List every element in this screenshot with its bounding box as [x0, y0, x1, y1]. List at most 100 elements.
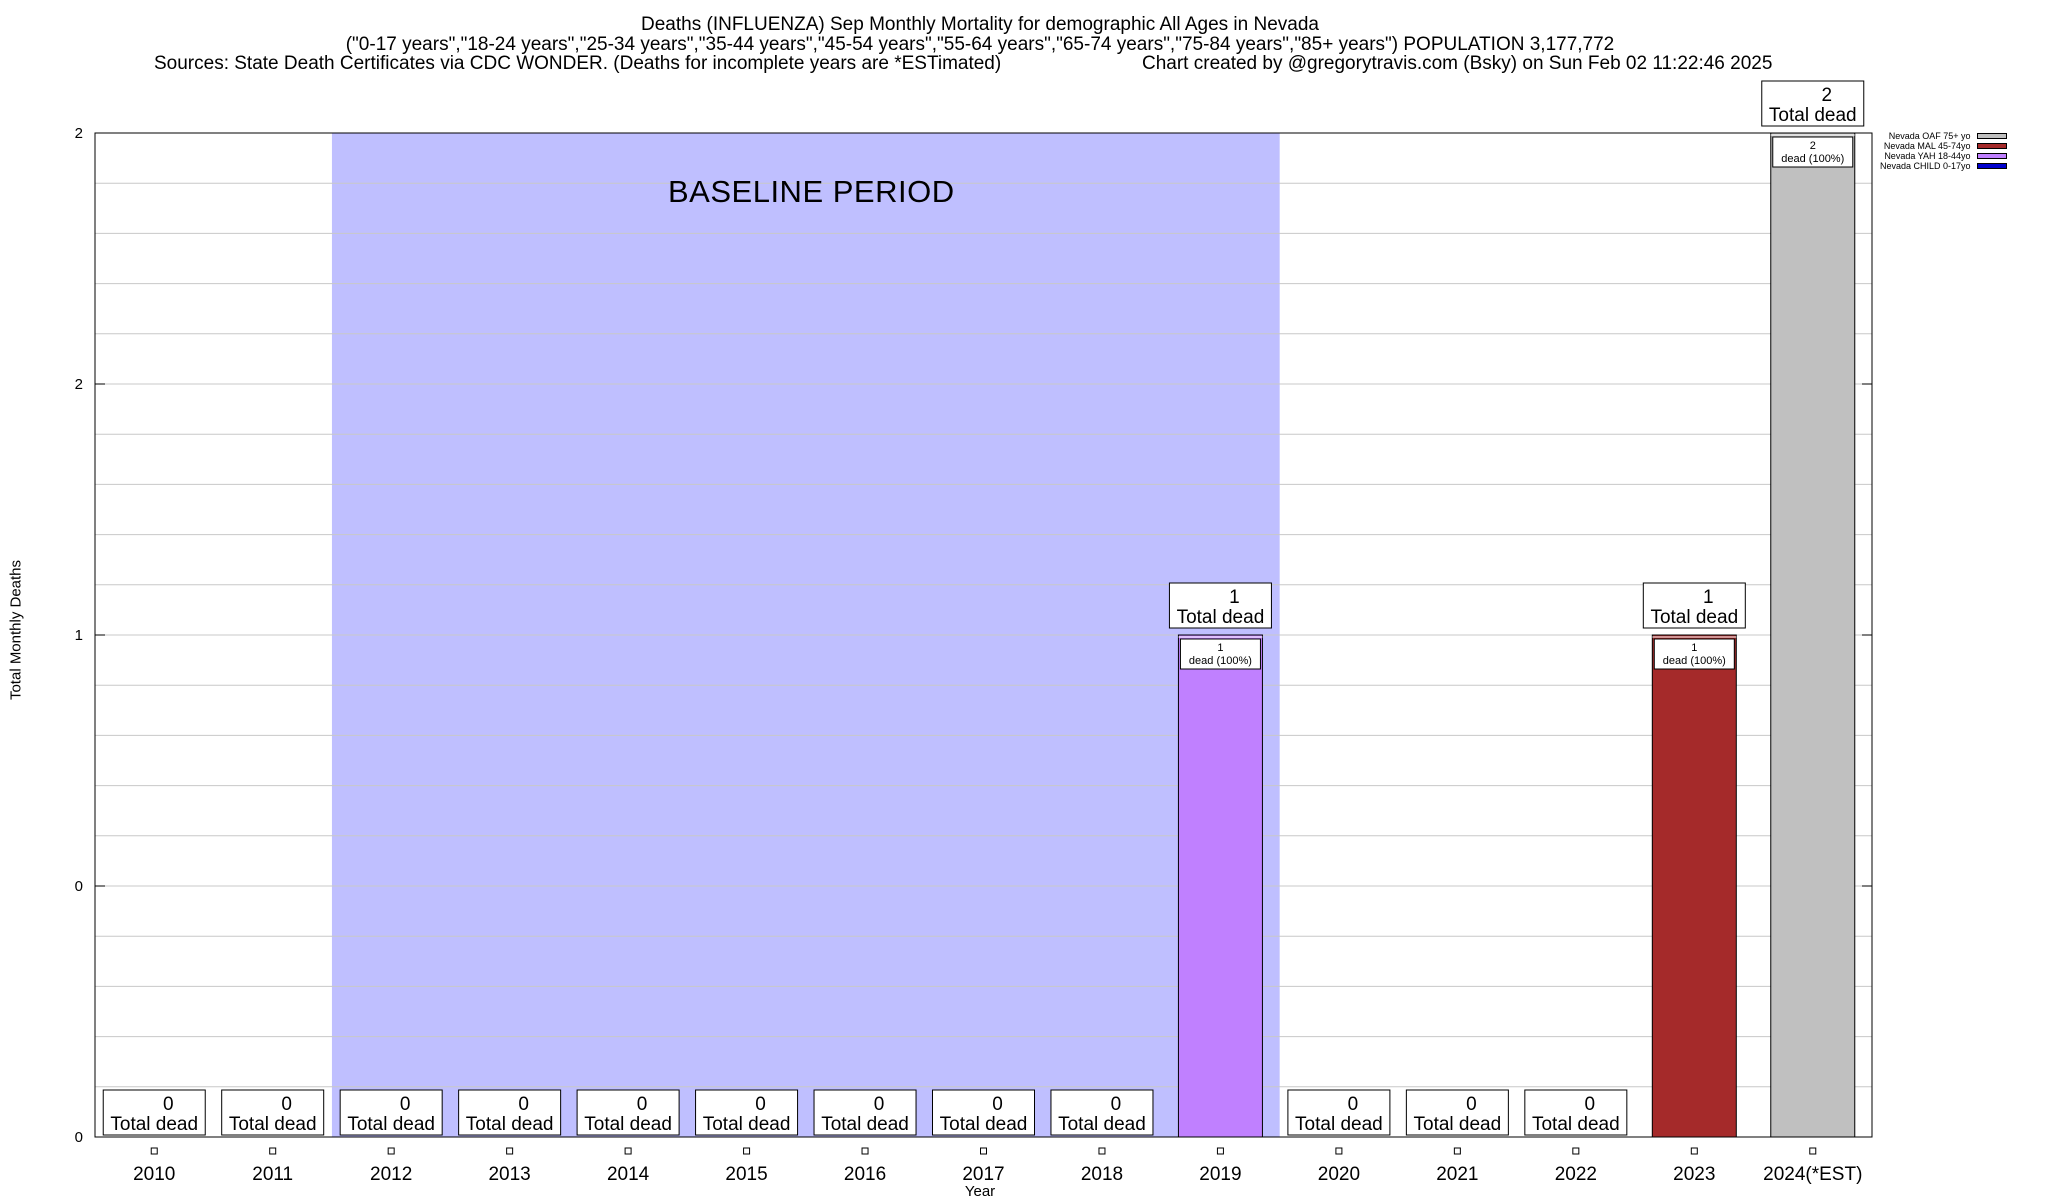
- legend-swatch: [1976, 153, 2007, 159]
- total-text-label: Total dead: [1177, 607, 1265, 628]
- legend: Nevada OAF 75+ yo Nevada MAL 45-74yo Nev…: [1880, 131, 2007, 171]
- x-tick-label: 2024(*EST): [1763, 1164, 1862, 1185]
- segment-value-label: 1: [1691, 642, 1697, 654]
- total-value-label: 0: [1111, 1094, 1122, 1115]
- y-tick-label: 1: [75, 627, 83, 644]
- legend-label: Nevada OAF 75+ yo: [1888, 131, 1971, 141]
- x-tick-marker: [1335, 1147, 1343, 1155]
- x-tick-marker: [1809, 1147, 1817, 1155]
- total-text-label: Total dead: [584, 1114, 672, 1135]
- x-tick-marker: [743, 1147, 751, 1155]
- x-tick-label: 2012: [370, 1164, 412, 1185]
- x-tick-marker: [387, 1147, 395, 1155]
- total-label-box: [1050, 1089, 1154, 1136]
- baseline-period-label: BASELINE PERIOD: [668, 174, 955, 209]
- segment-label-box: [1772, 136, 1854, 168]
- total-value-label: 0: [518, 1094, 529, 1115]
- total-label-box: [458, 1089, 562, 1136]
- total-text-label: Total dead: [110, 1114, 198, 1135]
- total-label-box: [813, 1089, 917, 1136]
- x-tick-marker: [861, 1147, 869, 1155]
- x-tick-marker: [1216, 1147, 1224, 1155]
- total-value-label: 0: [637, 1094, 648, 1115]
- legend-label: Nevada YAH 18-44yo: [1884, 151, 1971, 161]
- plot-frame: [94, 132, 1873, 1138]
- x-tick-marker: [150, 1147, 158, 1155]
- x-tick-marker: [269, 1147, 277, 1155]
- total-label-box: [1168, 582, 1272, 629]
- x-tick-label: 2011: [252, 1164, 293, 1185]
- chart-credit: Chart created by @gregorytravis.com (Bsk…: [1142, 53, 1773, 74]
- bar-segment: [1651, 634, 1737, 1138]
- legend-item: Nevada OAF 75+ yo: [1880, 131, 2007, 141]
- total-label-box: [102, 1089, 206, 1136]
- segment-label-box: [1179, 638, 1261, 670]
- legend-label: Nevada CHILD 0-17yo: [1880, 161, 1971, 171]
- total-text-label: Total dead: [347, 1114, 435, 1135]
- legend-swatch: [1976, 133, 2007, 139]
- legend-swatch: [1976, 143, 2007, 149]
- total-value-label: 1: [1229, 587, 1240, 608]
- total-label-box: [695, 1089, 799, 1136]
- chart-subtitle: ("0-17 years","18-24 years","25-34 years…: [345, 34, 1615, 55]
- y-tick-label: 0: [75, 878, 83, 895]
- total-label-box: [932, 1089, 1035, 1136]
- total-text-label: Total dead: [1295, 1114, 1383, 1135]
- x-tick-label: 2014: [607, 1164, 650, 1185]
- chart-sources: Sources: State Death Certificates via CD…: [154, 53, 1002, 74]
- segment-value-label: 2: [1810, 140, 1816, 152]
- total-text-label: Total dead: [1532, 1114, 1620, 1135]
- total-text-label: Total dead: [703, 1114, 791, 1135]
- total-value-label: 0: [400, 1094, 411, 1115]
- total-value-label: 0: [992, 1094, 1003, 1115]
- x-tick-label: 2015: [725, 1164, 767, 1185]
- x-tick-label: 2017: [962, 1164, 1004, 1185]
- segment-label-box: [1653, 638, 1735, 670]
- x-tick-marker: [624, 1147, 632, 1155]
- segment-percent-label: dead (100%): [1189, 655, 1252, 667]
- total-value-label: 2: [1821, 85, 1832, 106]
- y-tick-label: 2: [75, 125, 83, 142]
- x-tick-label: 2010: [133, 1164, 175, 1185]
- total-value-label: 0: [1466, 1094, 1477, 1115]
- legend-item: Nevada YAH 18-44yo: [1880, 151, 2007, 161]
- x-axis-label: Year: [964, 1183, 996, 1200]
- total-label-box: [1287, 1089, 1391, 1136]
- x-tick-marker: [1572, 1147, 1580, 1155]
- total-text-label: Total dead: [1414, 1114, 1502, 1135]
- x-tick-marker: [980, 1147, 987, 1155]
- x-tick-marker: [1453, 1147, 1461, 1155]
- total-text-label: Total dead: [1650, 607, 1738, 628]
- segment-percent-label: dead (100%): [1781, 153, 1844, 165]
- total-value-label: 0: [874, 1094, 885, 1115]
- x-tick-label: 2016: [844, 1164, 886, 1185]
- legend-item: Nevada CHILD 0-17yo: [1880, 161, 2007, 171]
- x-tick-marker: [506, 1147, 514, 1155]
- total-value-label: 0: [163, 1094, 174, 1115]
- legend-swatch: [1976, 163, 2007, 169]
- bar-segment: [1770, 132, 1856, 1138]
- segment-percent-label: dead (100%): [1663, 655, 1726, 667]
- total-text-label: Total dead: [466, 1114, 554, 1135]
- y-tick-label: 2: [75, 376, 83, 393]
- x-tick-label: 2023: [1673, 1164, 1715, 1185]
- total-text-label: Total dead: [821, 1114, 909, 1135]
- x-tick-label: 2019: [1199, 1164, 1241, 1185]
- x-tick-label: 2018: [1081, 1164, 1123, 1185]
- total-label-box: [221, 1089, 325, 1136]
- x-tick-marker: [1690, 1147, 1698, 1155]
- chart-title: Deaths (INFLUENZA) Sep Monthly Mortality…: [641, 14, 1319, 35]
- total-label-box: [1524, 1089, 1628, 1136]
- total-text-label: Total dead: [1058, 1114, 1146, 1135]
- x-tick-label: 2020: [1318, 1164, 1360, 1185]
- total-label-box: [1405, 1089, 1509, 1136]
- total-value-label: 0: [1348, 1094, 1359, 1115]
- legend-item: Nevada MAL 45-74yo: [1880, 141, 2007, 151]
- total-value-label: 1: [1703, 587, 1714, 608]
- total-label-box: [576, 1089, 680, 1136]
- total-label-box: [339, 1089, 443, 1136]
- x-tick-label: 2021: [1436, 1164, 1478, 1185]
- x-tick-marker: [1098, 1147, 1106, 1155]
- segment-value-label: 1: [1217, 642, 1223, 654]
